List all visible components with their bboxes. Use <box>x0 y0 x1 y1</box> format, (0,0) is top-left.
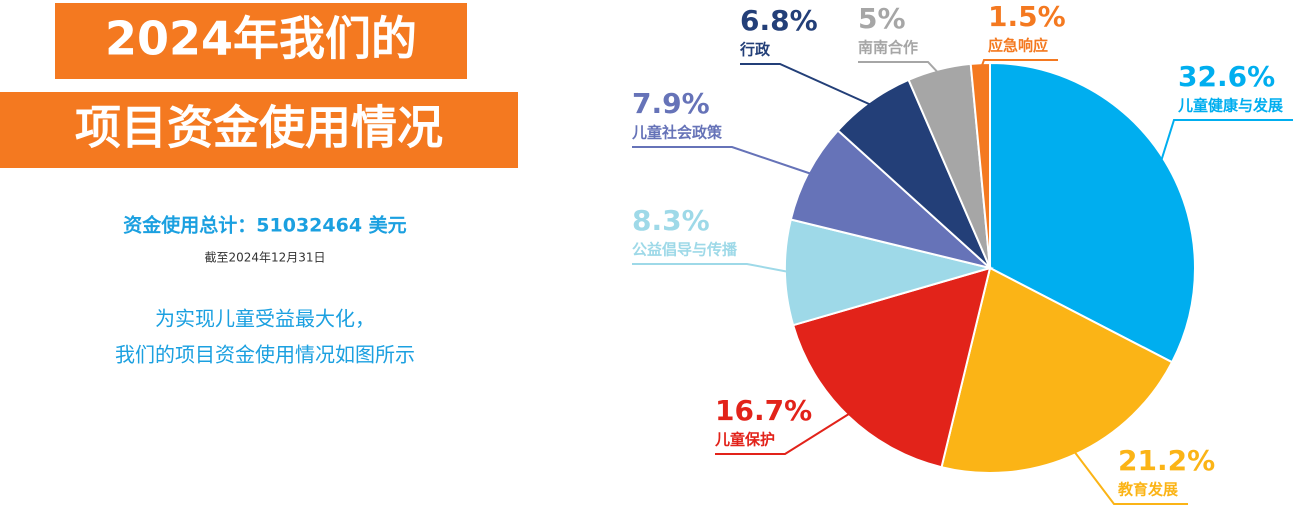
value-label: 1.5% <box>988 0 1066 33</box>
slice-label: 应急响应 <box>988 37 1048 55</box>
pie-slice <box>940 266 1174 474</box>
leader-line <box>1071 448 1189 505</box>
slice-label: 儿童保护 <box>714 431 775 449</box>
leader-line <box>715 410 853 455</box>
pie-slice <box>969 61 991 269</box>
pie-slice <box>791 266 992 469</box>
value-label: 5% <box>858 2 906 35</box>
chart-title: 项目资金使用情况 <box>75 101 443 155</box>
pie-slice <box>989 61 1196 364</box>
leader-line <box>740 63 875 108</box>
value-label: 7.9% <box>632 87 710 120</box>
leader-line <box>979 59 1059 70</box>
leader-line <box>632 146 815 176</box>
title-box <box>0 92 518 168</box>
value-label: 32.6% <box>1178 60 1275 93</box>
subtitle: 资金使用总计：51032464 美元 <box>123 214 406 237</box>
slice-label: 儿童社会政策 <box>631 124 723 142</box>
leader-line <box>1159 119 1294 165</box>
chart-title: 2024年我们的 <box>105 12 417 66</box>
description: 我们的项目资金使用情况如图所示 <box>115 343 415 367</box>
note: 截至2024年12月31日 <box>204 251 325 265</box>
slice-label: 南南合作 <box>858 39 918 57</box>
value-label: 6.8% <box>740 4 818 37</box>
leader-line <box>858 61 942 76</box>
slice-label: 公益倡导与传播 <box>632 241 738 259</box>
value-label: 16.7% <box>715 394 812 427</box>
slice-label: 教育发展 <box>1117 481 1178 499</box>
pie-slice <box>784 218 994 327</box>
description: 为实现儿童受益最大化， <box>155 307 375 331</box>
value-label: 8.3% <box>632 204 710 237</box>
value-label: 21.2% <box>1118 444 1215 477</box>
slice-label: 行政 <box>739 41 771 59</box>
leader-line <box>632 263 792 274</box>
slice-label: 儿童健康与发展 <box>1177 97 1283 115</box>
title-box <box>55 3 467 79</box>
